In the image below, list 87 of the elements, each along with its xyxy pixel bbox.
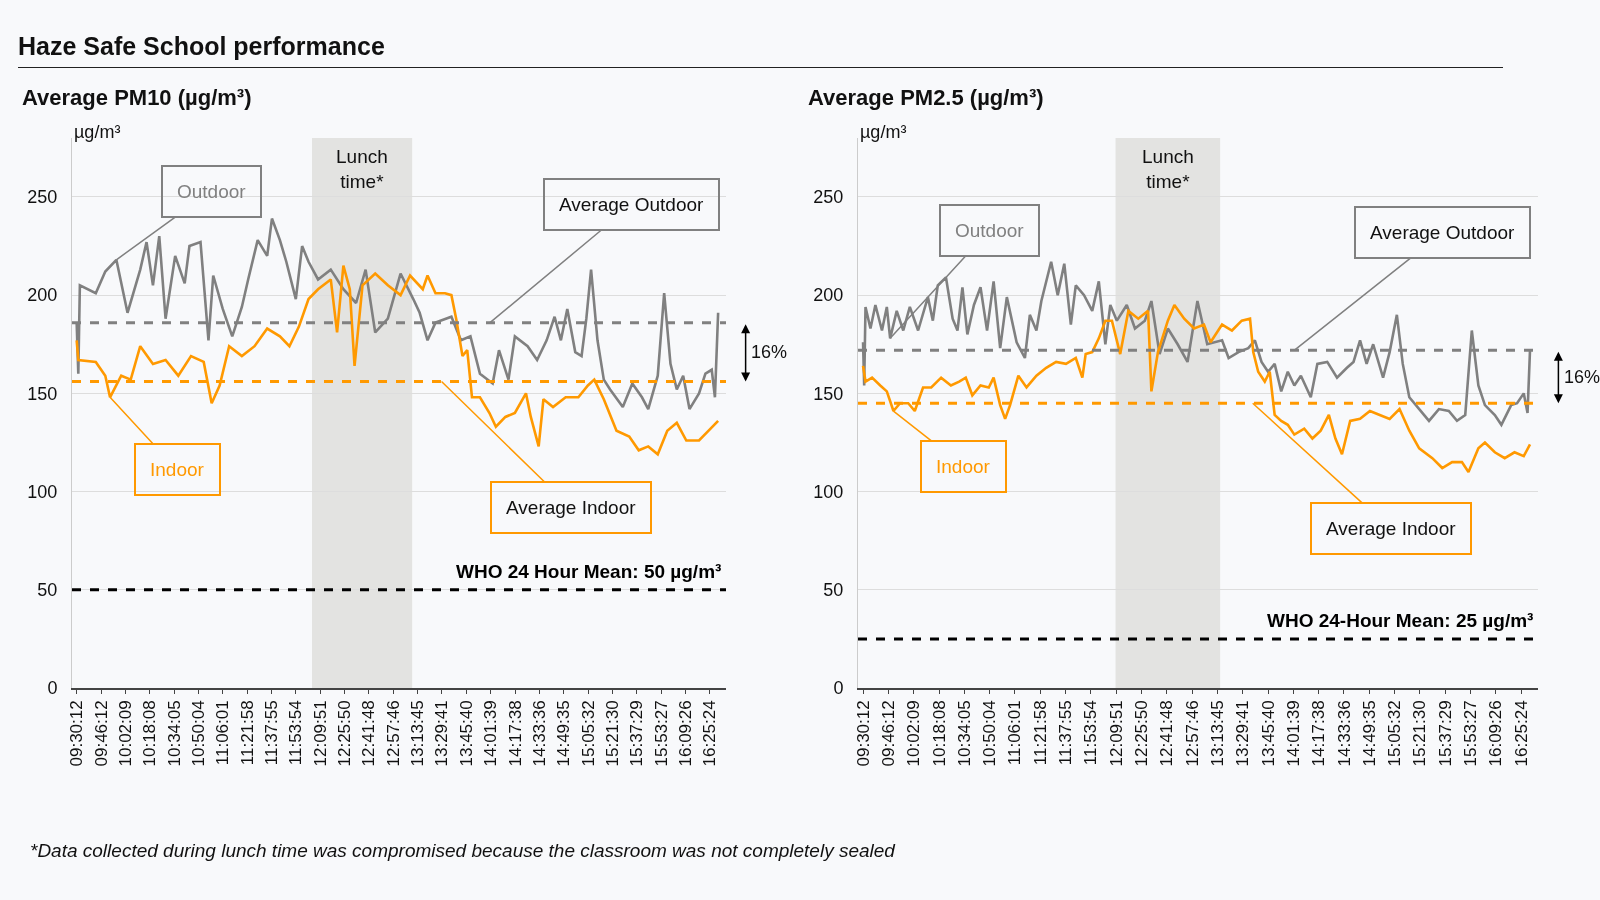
x-tick-label: 16:09:26 [676,700,696,767]
x-tick-label: 11:53:54 [286,700,306,766]
band-label: Lunch time* [1142,146,1194,192]
y-tick-label: 50 [37,580,58,601]
x-tick-label: 15:05:32 [1385,700,1405,767]
y-tick-label: 250 [27,187,58,208]
x-tick-label: 11:21:58 [237,700,257,766]
x-tick-label: 15:37:29 [627,700,647,767]
x-tick-label: 10:18:08 [929,700,949,767]
x-tick-label: 13:29:41 [1233,700,1253,767]
series-label: Outdoor [177,181,247,202]
chart-subtitle: Average PM10 (µg/m³) [22,84,252,110]
text: 16% [1564,367,1600,387]
series-label: Outdoor [955,220,1025,241]
x-tick-label: 10:34:05 [954,700,974,767]
x-tick-label: 10:18:08 [140,700,160,767]
band-label: Lunch time* [336,146,388,192]
x-tick-label: 09:30:12 [853,700,873,767]
y-tick-label: 0 [47,678,58,699]
ref-line-label: Average Indoor [506,497,637,518]
x-tick-label: 15:05:32 [578,700,598,767]
y-tick-label: 200 [27,285,58,306]
x-tick-label: 14:33:36 [529,700,549,767]
ref-line-label: WHO 24-Hour Mean: 25 µg/m³ [1267,610,1534,631]
ref-line-label: Average Outdoor [559,194,705,215]
x-tick-label: 14:17:38 [1309,700,1329,767]
y-tick-label: 250 [813,187,844,208]
x-tick-label: 12:57:46 [383,700,403,767]
x-tick-label: 16:09:26 [1486,700,1506,767]
x-tick-label: 10:02:09 [116,700,136,767]
x-tick-label: 15:53:27 [1461,700,1481,767]
x-tick-label: 11:21:58 [1030,700,1050,766]
chart-title: Haze Safe School performance [18,32,1503,68]
y-tick-label: 200 [813,285,844,306]
x-tick-label: 15:21:30 [1410,700,1430,767]
x-tick-label: 14:33:36 [1334,700,1354,767]
y-tick-label: 100 [27,481,58,502]
x-tick-label: 11:37:55 [1056,700,1076,766]
x-tick-label: 13:29:41 [432,700,452,767]
y-tick-label: 100 [813,481,844,502]
x-tick-label: 09:30:12 [67,700,87,767]
x-tick-label: 11:06:01 [213,700,233,766]
x-tick-label: 15:21:30 [602,700,622,767]
y-tick-label: 50 [823,580,844,601]
x-tick-label: 10:50:04 [189,700,209,767]
x-tick-label: 14:49:35 [554,700,574,767]
y-axis-title: µg/m³ [74,122,121,142]
text: Indoor [150,459,205,480]
x-tick-label: 10:34:05 [164,700,184,767]
x-tick-label: 09:46:12 [878,700,898,767]
x-tick-label: 11:53:54 [1081,700,1101,766]
x-tick-label: 13:45:40 [1258,700,1278,767]
x-tick-label: 12:09:51 [1106,700,1126,767]
text: Indoor [936,456,991,477]
x-tick-label: 12:41:48 [359,700,379,767]
text: *Data collected during lunch time was compromised because the classroom was not completely sealed [30,840,895,862]
x-tick-label: 14:49:35 [1359,700,1379,767]
x-tick-label: 13:13:45 [1207,700,1227,767]
x-tick-label: 16:25:24 [700,700,720,767]
x-tick-label: 14:01:39 [481,700,501,767]
x-tick-label: 14:17:38 [505,700,525,767]
x-tick-label: 10:50:04 [980,700,1000,767]
chart-subtitle: Average PM2.5 (µg/m³) [808,84,1044,110]
ref-line-label: Average Indoor [1326,518,1457,539]
y-tick-label: 150 [27,383,58,404]
x-tick-label: 12:57:46 [1182,700,1202,767]
text: 16% [751,342,788,362]
x-tick-label: 15:37:29 [1435,700,1455,767]
y-axis-title: µg/m³ [860,122,907,142]
y-tick-label: 150 [813,383,844,404]
x-tick-label: 15:53:27 [651,700,671,767]
x-tick-label: 09:46:12 [91,700,111,767]
x-tick-label: 12:09:51 [310,700,330,767]
x-tick-label: 12:25:50 [335,700,355,767]
ref-line-label: Average Outdoor [1370,222,1516,243]
x-tick-label: 11:06:01 [1005,700,1025,766]
x-tick-label: 13:45:40 [456,700,476,767]
x-tick-label: 12:41:48 [1157,700,1177,767]
x-tick-label: 16:25:24 [1511,700,1531,767]
x-tick-label: 10:02:09 [904,700,924,767]
x-tick-label: 12:25:50 [1131,700,1151,767]
x-tick-label: 14:01:39 [1283,700,1303,767]
x-tick-label: 11:37:55 [262,700,282,766]
y-tick-label: 0 [833,678,844,699]
x-tick-label: 13:13:45 [408,700,428,767]
ref-line-label: WHO 24 Hour Mean: 50 µg/m³ [456,561,722,582]
line-series [861,303,1532,474]
